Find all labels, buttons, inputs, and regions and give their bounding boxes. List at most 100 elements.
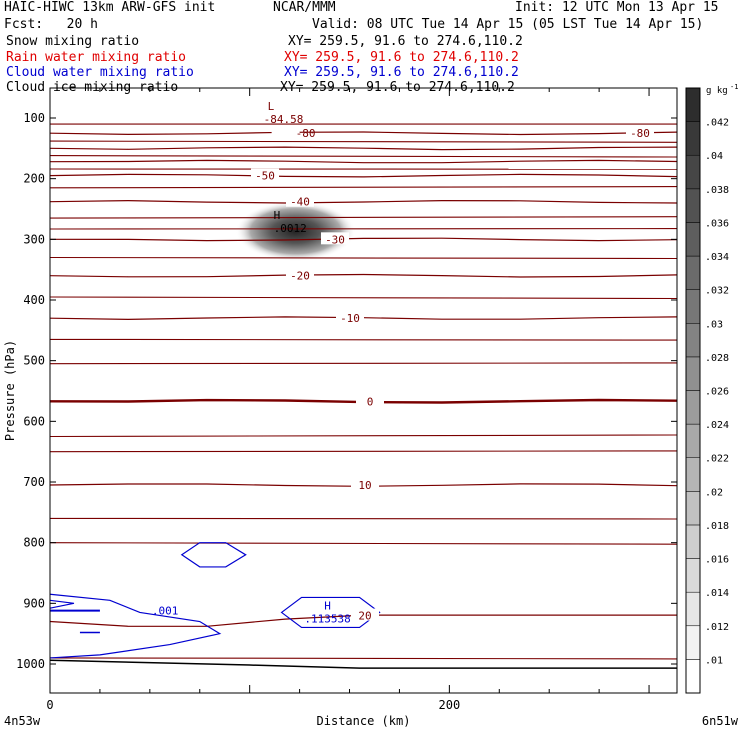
- colorbar-label: .016: [705, 555, 729, 566]
- colorbar-label: .024: [705, 420, 729, 431]
- colorbar-label: .038: [705, 185, 729, 196]
- init-time: Init: 12 UTC Mon 13 Apr 15: [515, 0, 719, 15]
- colorbar-cell: [685, 323, 701, 358]
- y-tick-label-1000: 1000: [16, 657, 45, 671]
- colorbar-cell: [685, 356, 701, 391]
- colorbar-label: .02: [705, 487, 723, 498]
- x-axis-title: Distance (km): [317, 714, 411, 728]
- right-endpoint-label: 6n51w: [702, 714, 739, 728]
- cloud-water-edge-contour: [49, 599, 75, 609]
- y-tick-label-900: 900: [23, 596, 45, 610]
- isotherm-minor: [49, 155, 678, 158]
- colorbar-cell: [685, 591, 701, 627]
- colorbar-cell: [685, 289, 701, 324]
- contour-label--10: -10: [340, 312, 360, 325]
- cloud-water-contours: [49, 542, 381, 659]
- colorbar-label: .01: [705, 655, 723, 666]
- snow-max-value: .0012: [274, 222, 307, 235]
- colorbar: .01 .012 .014 .016 .018 .02 .022 .024 .026 .028 .0…: [685, 83, 738, 694]
- colorbar-cell: [685, 154, 701, 190]
- left-endpoint-label: 4n53w: [4, 714, 41, 728]
- snow-field-label: Snow mixing ratio: [6, 34, 140, 49]
- isotherm-minor: [49, 362, 678, 365]
- isotherm--50: [49, 173, 678, 178]
- contour-label-bg: [286, 194, 314, 207]
- cloud-max-marker: H: [324, 599, 331, 612]
- cloud-max-value: .113538: [304, 612, 350, 625]
- isotherm-minor: [49, 140, 678, 143]
- contour-label-20: 20: [358, 610, 371, 623]
- contour-label--20: -20: [290, 270, 310, 283]
- isotherm-minor: [49, 517, 678, 520]
- isotherm-minor: [49, 216, 678, 219]
- x-tick-label-200: 200: [439, 698, 461, 712]
- colorbar-cell: [685, 222, 701, 257]
- contour-label-10: 10: [358, 479, 371, 492]
- colorbar-cell: [685, 457, 701, 492]
- colorbar-label: .014: [705, 588, 729, 599]
- isotherm-minor: [49, 256, 678, 260]
- y-tick-label-100: 100: [23, 111, 45, 125]
- cloud-water-max-contour: [280, 596, 381, 629]
- y-tick-label-500: 500: [23, 354, 45, 368]
- contour-label-bg: [356, 394, 384, 407]
- y-tick-label-400: 400: [23, 293, 45, 307]
- colorbar-label: .032: [705, 286, 729, 297]
- contour-label-minus80-inner: -80: [296, 127, 316, 140]
- colorbar-cell: [685, 491, 701, 526]
- contour-label--40: -40: [290, 196, 310, 209]
- temperature-contours: [49, 123, 678, 693]
- colorbar-label: .018: [705, 521, 729, 532]
- y-tick-label-700: 700: [23, 475, 45, 489]
- colorbar-label: .034: [705, 252, 729, 263]
- colorbar-cell: [685, 659, 701, 694]
- minimum-value: -84.58: [264, 113, 304, 126]
- isotherm-minor: [49, 657, 678, 660]
- rain-field-xy: XY= 259.5, 91.6 to 274.6,110.2: [284, 50, 519, 65]
- colorbar-unit-exponent: -1: [730, 83, 738, 91]
- minimum-marker: L: [268, 100, 275, 113]
- colorbar-label: .026: [705, 387, 729, 398]
- colorbar-label: .03: [705, 319, 723, 330]
- colorbar-label: .036: [705, 218, 729, 229]
- isotherm-minor: [49, 186, 678, 189]
- contour-label-bg: [351, 608, 379, 621]
- contour-label-bg: [271, 126, 300, 139]
- colorbar-cell: [685, 524, 701, 559]
- colorbar-label: .022: [705, 454, 729, 465]
- contour-label-bg: [351, 478, 379, 491]
- isotherm-minor: [49, 338, 678, 341]
- snow-max-marker: H: [274, 209, 281, 222]
- cloud-water-cell: [180, 542, 247, 568]
- below-ground-mask: [50, 661, 677, 693]
- isotherm--60: [49, 159, 678, 164]
- contour-label-bg: [336, 311, 364, 324]
- isotherm-minor: [49, 450, 678, 453]
- isotherm-minor: [49, 542, 678, 545]
- isotherm--20: [49, 273, 678, 278]
- contour-label--30: -30: [325, 233, 345, 246]
- colorbar-cell: [685, 625, 701, 660]
- contour-label-0: 0: [367, 395, 374, 408]
- contour-label-bg: [251, 168, 279, 181]
- snow-field-xy: XY= 259.5, 91.6 to 274.6,110.2: [288, 34, 523, 49]
- colorbar-cell: [685, 423, 701, 458]
- cloud-field-xy: XY= 259.5, 91.6 to 274.6,110.2: [284, 65, 519, 80]
- colorbar-cell: [685, 558, 701, 593]
- y-axis-title: Pressure (hPa): [3, 340, 17, 441]
- cloud-water-low-contour: [49, 593, 222, 659]
- center-title: NCAR/MMM: [273, 0, 336, 15]
- isotherm--30: [49, 237, 678, 242]
- colorbar-label: .042: [705, 118, 729, 129]
- contour-label-bg: [286, 268, 314, 281]
- cloud-field-label: Cloud water mixing ratio: [6, 65, 194, 80]
- isotherm-minor: [49, 296, 678, 300]
- plot-frame: [49, 87, 678, 694]
- colorbar-cell: [685, 188, 701, 223]
- y-tick-label-300: 300: [23, 232, 45, 246]
- isotherm-minor: [49, 434, 678, 438]
- rain-field-label: Rain water mixing ratio: [6, 50, 187, 65]
- contour-label-bg: [321, 232, 349, 245]
- colorbar-cell: [685, 255, 701, 290]
